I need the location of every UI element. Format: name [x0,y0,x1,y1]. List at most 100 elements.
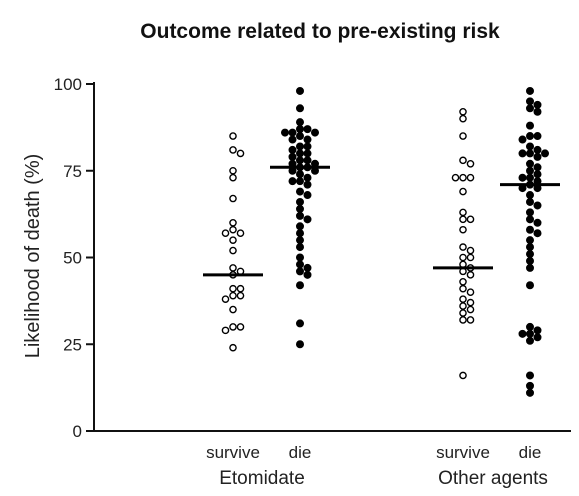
data-point-filled [533,163,542,172]
data-point-filled [295,118,304,127]
data-point-filled [541,149,550,158]
data-point-open [236,149,245,158]
data-point-open [236,284,245,293]
y-tick-label: 100 [54,75,82,94]
data-point-open [229,218,237,227]
data-point-filled [310,128,319,137]
data-point-filled [303,191,312,200]
data-point-filled [295,222,304,231]
data-point-filled [526,97,535,106]
data-point-filled [533,333,542,342]
data-point-filled [526,388,535,397]
data-point-filled [295,319,304,328]
data-point-filled [295,236,304,245]
data-point-open [466,305,475,314]
data-point-filled [295,229,304,238]
data-points [221,86,550,397]
data-point-filled [533,152,542,161]
data-point-filled [288,135,297,144]
data-point-open [459,215,467,224]
data-point-filled [295,187,304,196]
y-axis-label: Likelihood of death (%) [22,154,44,359]
x-category-labels: survive die Etomidate survive die Other agent… [206,443,548,489]
data-point-filled [303,125,312,134]
data-point-filled [526,132,535,141]
data-point-open [466,316,475,324]
data-point-filled [526,149,535,158]
data-point-filled [533,107,542,116]
data-point-filled [295,281,304,290]
category-label: die [519,443,542,462]
data-point-filled [526,381,535,390]
data-point-filled [295,170,304,179]
data-point-open [229,173,237,182]
data-point-open [229,166,237,175]
data-point-open [466,253,475,262]
data-point-open [466,298,475,307]
data-point-filled [526,159,535,168]
data-point-filled [303,215,312,224]
data-point-filled [533,170,542,179]
data-point-open [459,107,467,116]
data-point-open [466,246,475,255]
data-point-filled [288,177,297,186]
data-point-open [459,309,467,317]
data-point-open [236,291,245,300]
data-point-open [229,146,237,154]
data-point-filled [280,128,289,137]
data-point-filled [288,145,297,154]
data-point-filled [526,263,535,272]
data-point-open [229,225,237,234]
data-point-filled [526,191,535,200]
data-point-open [236,323,245,331]
data-point-filled [303,173,312,182]
data-point-filled [533,326,542,335]
data-point-open [236,229,245,238]
data-point-filled [526,329,535,338]
data-point-filled [303,270,312,279]
data-point-filled [533,218,542,227]
data-point-filled [518,329,527,338]
data-point-open [229,246,237,255]
data-point-filled [533,229,542,238]
data-point-filled [295,149,304,158]
y-tick-label: 0 [73,422,82,441]
data-point-filled [295,86,304,95]
data-point-filled [303,149,312,158]
median-lines [203,165,560,277]
data-point-filled [526,243,535,252]
data-point-open [459,253,467,262]
data-point-open [459,371,467,380]
y-tick-label: 75 [63,162,82,181]
data-point-filled [526,225,535,234]
data-point-open [466,288,475,297]
data-point-filled [526,236,535,245]
data-point-filled [533,100,542,109]
data-point-open [459,156,467,165]
data-point-filled [288,128,297,137]
data-point-filled [295,340,304,349]
data-point-filled [518,173,527,182]
data-point-open [229,343,237,352]
data-point-filled [526,281,535,290]
data-point-open [221,229,230,238]
data-point-open [459,243,467,251]
data-point-open [229,284,237,293]
data-point-filled [526,250,535,259]
data-point-open [229,132,237,140]
data-point-filled [526,166,535,175]
group-label: Etomidate [219,468,305,489]
data-point-open [459,302,467,310]
category-label: survive [436,443,490,462]
data-point-filled [526,371,535,380]
data-point-filled [526,215,535,224]
data-point-filled [526,197,535,206]
y-ticks: 0 25 50 75 100 [54,75,94,441]
data-point-open [459,208,467,217]
data-point-filled [526,322,535,331]
data-point-open [459,316,467,324]
data-point-filled [526,104,535,113]
data-point-open [221,295,230,303]
data-point-filled [295,243,304,252]
data-point-filled [526,142,535,151]
